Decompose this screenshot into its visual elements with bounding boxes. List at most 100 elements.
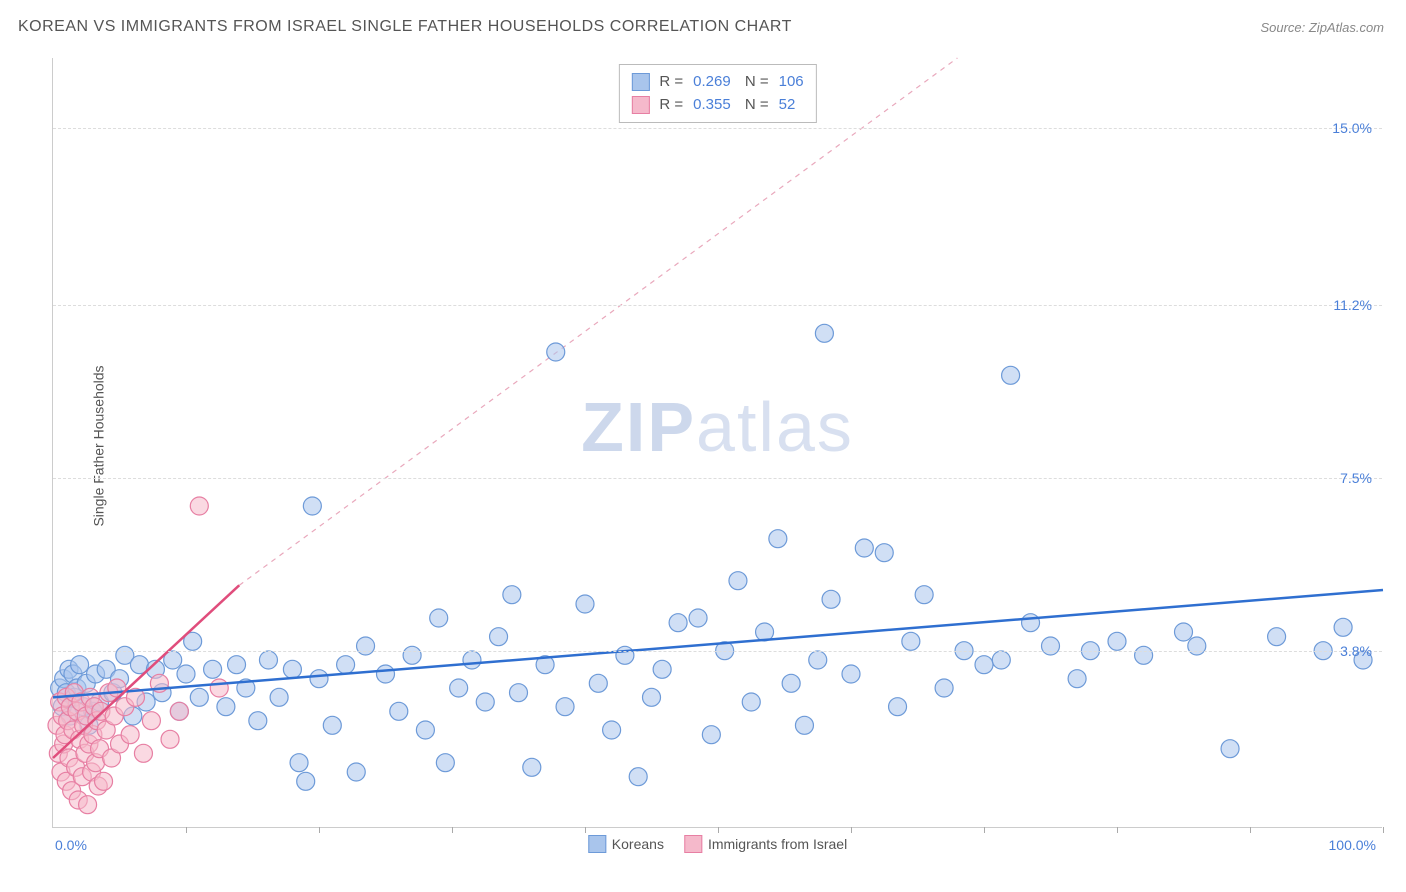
data-point xyxy=(1042,637,1060,655)
data-point xyxy=(297,772,315,790)
r-value-1: 0.355 xyxy=(693,94,731,117)
trend-line xyxy=(53,590,1383,697)
xtick xyxy=(851,827,852,833)
r-label: R = xyxy=(659,71,683,94)
gridline xyxy=(53,305,1382,306)
data-point xyxy=(190,688,208,706)
plot-area: ZIPatlas R = 0.269 N = 106 R = 0.355 N =… xyxy=(52,58,1382,828)
data-point xyxy=(547,343,565,361)
chart-title: KOREAN VS IMMIGRANTS FROM ISRAEL SINGLE … xyxy=(18,18,792,36)
xtick xyxy=(718,827,719,833)
data-point xyxy=(416,721,434,739)
data-point xyxy=(249,712,267,730)
data-point xyxy=(403,646,421,664)
r-value-0: 0.269 xyxy=(693,71,731,94)
r-label: R = xyxy=(659,94,683,117)
legend-swatch-0 xyxy=(588,835,606,853)
data-point xyxy=(1002,366,1020,384)
xtick xyxy=(984,827,985,833)
data-point xyxy=(337,656,355,674)
legend-label-1: Immigrants from Israel xyxy=(708,836,847,852)
data-point xyxy=(347,763,365,781)
data-point xyxy=(463,651,481,669)
data-point xyxy=(902,632,920,650)
data-point xyxy=(170,702,188,720)
data-point xyxy=(177,665,195,683)
gridline xyxy=(53,478,1382,479)
data-point xyxy=(769,530,787,548)
data-point xyxy=(523,758,541,776)
data-point xyxy=(875,544,893,562)
data-point xyxy=(476,693,494,711)
data-point xyxy=(210,679,228,697)
data-point xyxy=(915,586,933,604)
ytick-label: 11.2% xyxy=(1333,297,1372,313)
data-point xyxy=(79,796,97,814)
xtick xyxy=(452,827,453,833)
data-point xyxy=(629,768,647,786)
xtick xyxy=(1250,827,1251,833)
stats-row-1: R = 0.355 N = 52 xyxy=(631,94,803,117)
data-point xyxy=(228,656,246,674)
data-point xyxy=(1108,632,1126,650)
data-point xyxy=(795,716,813,734)
xtick xyxy=(186,827,187,833)
data-point xyxy=(1268,628,1286,646)
data-point xyxy=(430,609,448,627)
xtick xyxy=(585,827,586,833)
bottom-legend: Koreans Immigrants from Israel xyxy=(588,835,847,853)
data-point xyxy=(303,497,321,515)
data-point xyxy=(975,656,993,674)
legend-swatch-1 xyxy=(684,835,702,853)
data-point xyxy=(992,651,1010,669)
data-point xyxy=(1175,623,1193,641)
gridline xyxy=(53,651,1382,652)
data-point xyxy=(490,628,508,646)
ytick-label: 15.0% xyxy=(1332,120,1372,136)
data-point xyxy=(436,754,454,772)
data-point xyxy=(323,716,341,734)
data-point xyxy=(190,497,208,515)
data-point xyxy=(1022,614,1040,632)
data-point xyxy=(161,730,179,748)
n-value-0: 106 xyxy=(779,71,804,94)
data-point xyxy=(204,660,222,678)
data-point xyxy=(653,660,671,678)
data-point xyxy=(217,698,235,716)
legend-item-1: Immigrants from Israel xyxy=(684,835,847,853)
data-point xyxy=(742,693,760,711)
data-point xyxy=(935,679,953,697)
swatch-series-0 xyxy=(631,73,649,91)
ytick-label: 7.5% xyxy=(1340,470,1372,486)
data-point xyxy=(1334,618,1352,636)
data-point xyxy=(1135,646,1153,664)
legend-label-0: Koreans xyxy=(612,836,664,852)
trend-line xyxy=(239,58,957,585)
legend-item-0: Koreans xyxy=(588,835,664,853)
x-axis-max-label: 100.0% xyxy=(1329,837,1376,853)
data-point xyxy=(689,609,707,627)
data-point xyxy=(121,726,139,744)
data-point xyxy=(290,754,308,772)
data-point xyxy=(310,670,328,688)
data-point xyxy=(503,586,521,604)
data-point xyxy=(643,688,661,706)
xtick xyxy=(319,827,320,833)
data-point xyxy=(842,665,860,683)
data-point xyxy=(815,324,833,342)
source-attribution: Source: ZipAtlas.com xyxy=(1260,20,1384,35)
data-point xyxy=(702,726,720,744)
data-point xyxy=(889,698,907,716)
data-point xyxy=(809,651,827,669)
data-point xyxy=(782,674,800,692)
xtick xyxy=(1117,827,1118,833)
data-point xyxy=(1188,637,1206,655)
ytick-label: 3.8% xyxy=(1340,643,1372,659)
data-point xyxy=(1068,670,1086,688)
data-point xyxy=(450,679,468,697)
stats-legend: R = 0.269 N = 106 R = 0.355 N = 52 xyxy=(618,64,816,123)
data-point xyxy=(556,698,574,716)
data-point xyxy=(729,572,747,590)
n-value-1: 52 xyxy=(779,94,796,117)
data-point xyxy=(616,646,634,664)
